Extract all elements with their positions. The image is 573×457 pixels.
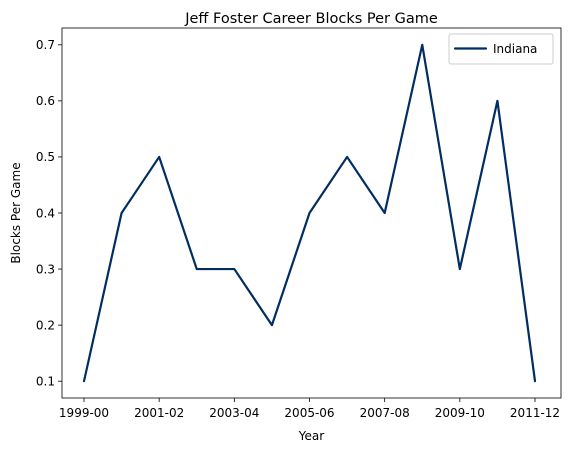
x-tick-label: 2009-10 <box>435 406 485 420</box>
x-tick-label: 2005-06 <box>284 406 334 420</box>
plot-frame <box>62 28 561 398</box>
series-layer <box>84 45 535 381</box>
x-axis-label: Year <box>298 429 324 443</box>
x-tick-label: 2001-02 <box>134 406 184 420</box>
x-tick-label: 2011-12 <box>510 406 560 420</box>
legend: Indiana <box>449 34 553 64</box>
x-tick-label: 2003-04 <box>209 406 259 420</box>
y-tick-label: 0.7 <box>36 38 55 52</box>
x-tick-label: 2007-08 <box>360 406 410 420</box>
chart-title: Jeff Foster Career Blocks Per Game <box>184 11 438 27</box>
x-tick-label: 1999-00 <box>59 406 109 420</box>
y-tick-label: 0.2 <box>36 318 55 332</box>
y-tick-label: 0.3 <box>36 262 55 276</box>
y-tick-label: 0.1 <box>36 374 55 388</box>
y-tick-label: 0.6 <box>36 94 55 108</box>
y-axis-label: Blocks Per Game <box>9 162 23 263</box>
y-axis: 0.1 0.2 0.3 0.4 0.5 0.6 0.7 <box>36 38 62 388</box>
x-axis: 1999-00 2001-02 2003-04 2005-06 2007-08 2009-… <box>59 398 560 420</box>
legend-label: Indiana <box>493 42 537 56</box>
y-tick-label: 0.5 <box>36 150 55 164</box>
y-tick-label: 0.4 <box>36 206 55 220</box>
